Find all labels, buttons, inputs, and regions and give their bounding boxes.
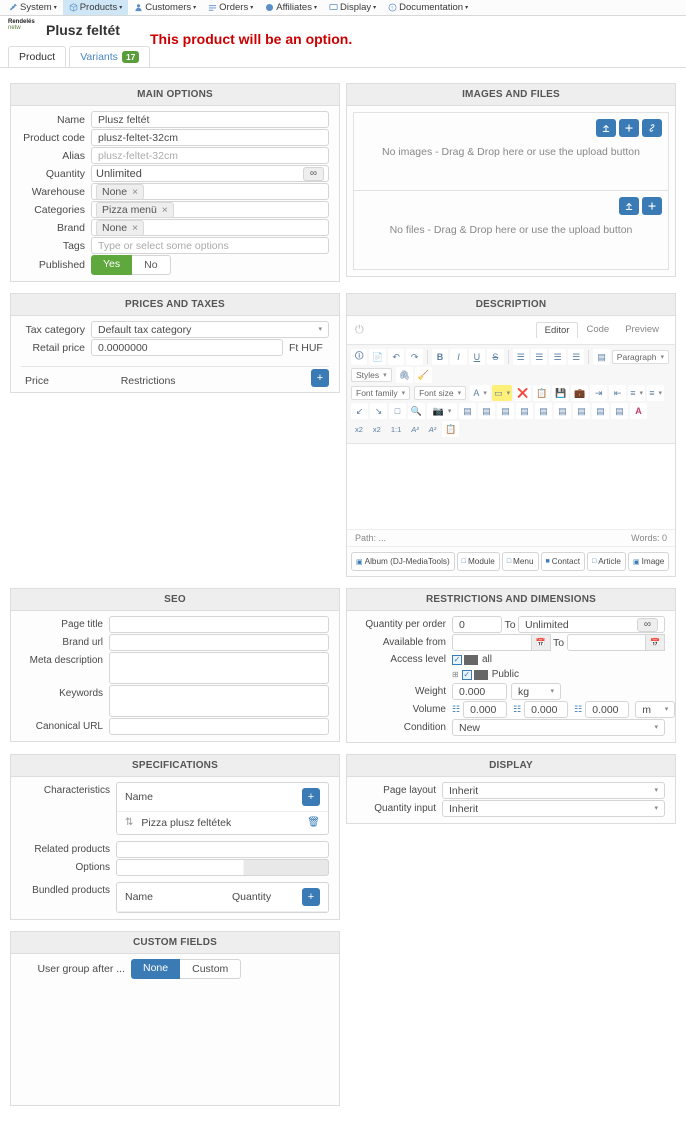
- svg-text:?: ?: [391, 5, 394, 10]
